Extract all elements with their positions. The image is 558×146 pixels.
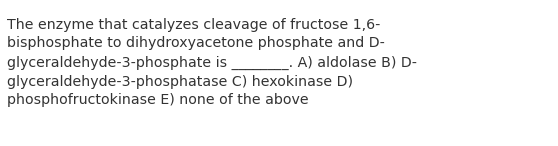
Text: The enzyme that catalyzes cleavage of fructose 1,6-
bisphosphate to dihydroxyace: The enzyme that catalyzes cleavage of fr…: [7, 18, 417, 107]
